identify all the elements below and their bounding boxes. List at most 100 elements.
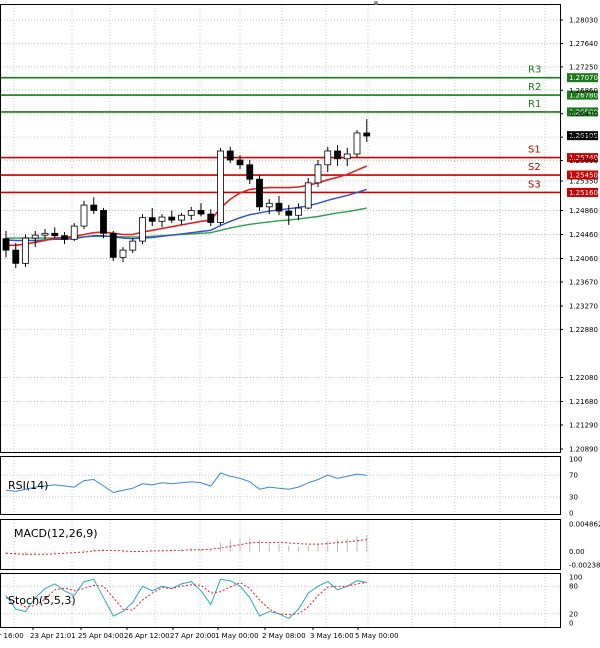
candle-body [148, 217, 156, 222]
price-tick-label: 1.23270 [569, 303, 598, 311]
candle [41, 229, 49, 240]
macd-label: MACD(12,26,9) [14, 527, 98, 540]
candle-body [207, 213, 215, 223]
rsi-tick-label: 70 [569, 472, 578, 480]
candle [226, 146, 234, 163]
rsi-tick-label: 100 [569, 456, 582, 464]
time-tick-label: 5 May 00:00 [355, 632, 399, 640]
candle-body [158, 216, 166, 222]
level-price-value: 1.25450 [569, 172, 598, 180]
price-tick-label: 1.24060 [569, 255, 598, 263]
stoch-panel-frame [0, 573, 561, 628]
candle [12, 242, 20, 269]
current-price-tag [567, 131, 598, 141]
rsi-panel-frame [0, 456, 561, 515]
candle-body [334, 150, 341, 160]
candle-body [119, 249, 127, 258]
candle [51, 227, 59, 239]
candle-body [168, 216, 176, 221]
candle [217, 147, 224, 225]
level-price-tag [567, 107, 598, 117]
main-panel-frame [0, 4, 561, 453]
time-tick-label: 1 May 00:00 [215, 632, 259, 640]
candle-body [187, 210, 195, 216]
level-price-tag [567, 170, 598, 180]
price-tick-label: 1.23670 [569, 278, 598, 286]
level-label-s3: S3 [528, 179, 541, 190]
rsi-tick-label: 0 [569, 510, 573, 518]
candle-body [226, 150, 234, 161]
level-label-r1: R1 [528, 99, 541, 110]
candle-body [236, 159, 244, 166]
candle [265, 199, 273, 215]
candle [31, 230, 39, 248]
candle-body [265, 202, 273, 208]
candle [295, 203, 302, 221]
candle [158, 214, 166, 228]
candle [100, 208, 107, 239]
level-price-value: 1.25160 [569, 189, 598, 197]
level-price-value: 1.25740 [569, 154, 598, 162]
stoch-d-line [5, 581, 367, 616]
level-price-tag [567, 153, 598, 163]
candle [168, 210, 176, 224]
candle-body [246, 164, 254, 180]
candle [148, 208, 156, 227]
candle [334, 144, 341, 167]
price-tick-label: 1.25350 [569, 178, 598, 186]
candle-body [51, 232, 59, 237]
candle-body [41, 232, 49, 236]
price-tick-label: 1.24860 [569, 207, 598, 215]
candle [139, 214, 146, 245]
chart-shift-marker[interactable] [374, 1, 378, 5]
level-price-value: 1.27070 [569, 74, 598, 82]
level-label-s2: S2 [528, 162, 541, 173]
candle-body [70, 225, 78, 240]
candle [109, 230, 117, 261]
candle-body [61, 235, 68, 240]
candle-body [217, 150, 224, 223]
candle-body [12, 249, 20, 264]
candle-body [80, 204, 88, 227]
level-price-tag [567, 187, 598, 197]
price-tick-label: 1.25690 [569, 157, 598, 165]
price-tick-label: 1.26470 [569, 110, 598, 118]
candle [80, 200, 88, 230]
price-tick-label: 1.21290 [569, 421, 598, 429]
candle [324, 146, 332, 173]
candle-body [90, 204, 98, 211]
price-tick-label: 1.26080 [569, 134, 598, 142]
candle [285, 205, 293, 225]
level-price-tag [567, 90, 598, 100]
candle [187, 206, 195, 221]
price-tick-label: 1.22880 [569, 326, 598, 334]
candle-body [22, 237, 29, 264]
candle-body [363, 132, 371, 137]
candle-body [109, 232, 117, 258]
time-tick-label: 25 Apr 04:00 [78, 632, 124, 640]
candle-body [139, 217, 146, 242]
price-tick-label: 1.27250 [569, 63, 598, 71]
candle [236, 155, 244, 170]
candle [363, 119, 371, 142]
stoch-tick-label: 80 [569, 583, 578, 591]
candle-body [304, 182, 312, 209]
level-label-r3: R3 [528, 65, 541, 76]
candle-body [275, 202, 283, 212]
price-tick-label: 1.22080 [569, 374, 598, 382]
level-label-r2: R2 [528, 82, 541, 93]
candle-body [324, 150, 332, 166]
candle-body [256, 178, 263, 208]
macd-tick-label: 0.00 [569, 548, 585, 556]
candle [129, 238, 137, 254]
candle [207, 209, 215, 227]
candle [70, 223, 78, 242]
candle [197, 203, 205, 217]
rsi-line [5, 472, 367, 494]
candle [61, 232, 68, 245]
level-price-tag [567, 73, 598, 83]
macd-panel-frame [0, 519, 561, 570]
stoch-tick-label: 100 [569, 574, 582, 582]
